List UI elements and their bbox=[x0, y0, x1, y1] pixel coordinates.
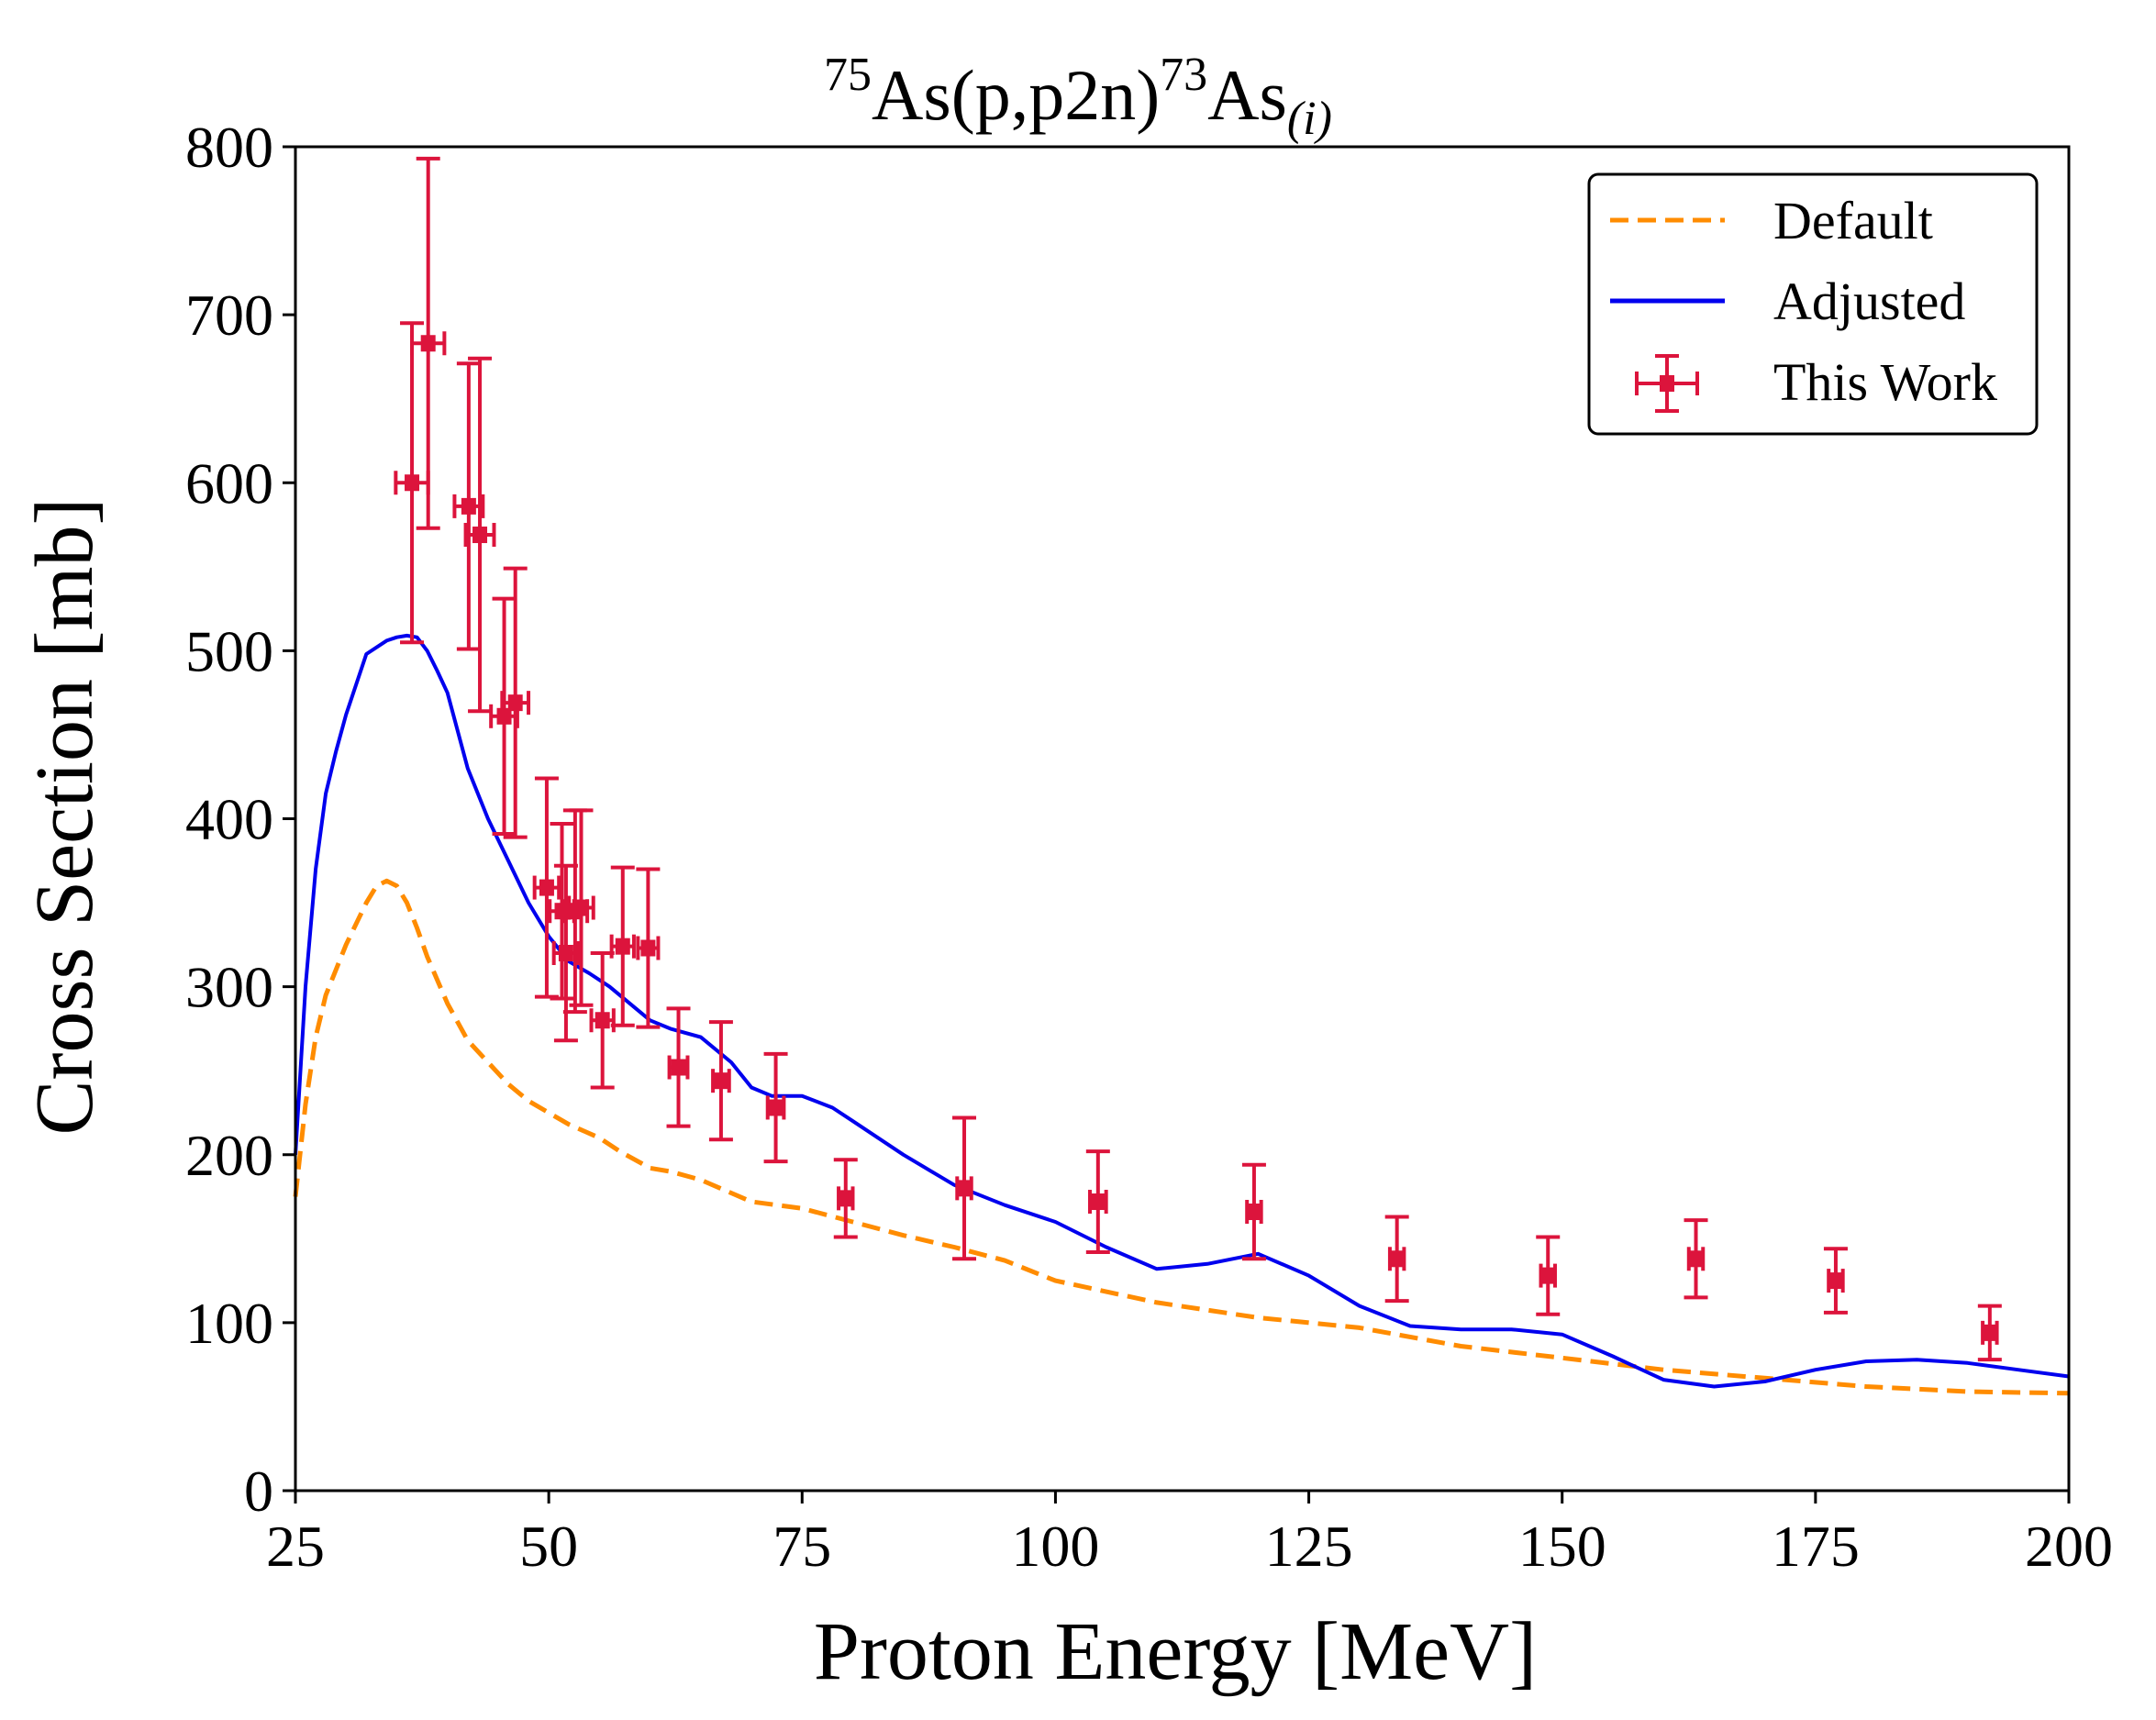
data-point-marker bbox=[671, 1059, 686, 1076]
default-curve-layer bbox=[293, 878, 2070, 1396]
experiment-point bbox=[500, 566, 531, 839]
legend: Default Adjusted This Work bbox=[1587, 172, 2039, 436]
experiment-point bbox=[666, 1006, 691, 1128]
legend-adjusted-label: Adjusted bbox=[1773, 272, 1965, 331]
experiment-point bbox=[1977, 1304, 2002, 1362]
title-mass-number-superscript: 75 bbox=[824, 49, 872, 101]
chart-title: 75As(p,p2n)73As(i) bbox=[824, 49, 1332, 145]
experiment-point bbox=[609, 865, 636, 1027]
x-tick-label: 100 bbox=[1011, 1514, 1099, 1579]
experiment-point bbox=[394, 321, 430, 645]
data-point-marker bbox=[1982, 1324, 1997, 1341]
x-tick-label: 50 bbox=[519, 1514, 578, 1579]
data-point-marker bbox=[1246, 1204, 1261, 1221]
experiment-point bbox=[1536, 1235, 1561, 1316]
y-tick-label: 0 bbox=[244, 1459, 273, 1524]
data-point-marker bbox=[1660, 375, 1674, 392]
data-point-marker bbox=[768, 1099, 783, 1116]
default-curve bbox=[293, 878, 2070, 1396]
experiment-point bbox=[636, 867, 661, 1029]
data-point-marker bbox=[573, 899, 589, 916]
data-point-marker bbox=[838, 1190, 853, 1207]
y-tick-label: 600 bbox=[185, 450, 273, 516]
y-tick-label: 500 bbox=[185, 618, 273, 683]
experiment-point bbox=[708, 1020, 733, 1142]
y-tick-label: 100 bbox=[185, 1291, 273, 1356]
x-tick-label: 150 bbox=[1518, 1514, 1606, 1579]
experiment-point bbox=[1823, 1247, 1848, 1315]
legend-box bbox=[1587, 172, 2039, 436]
experiment-point bbox=[567, 808, 595, 1007]
data-point-marker bbox=[1389, 1250, 1405, 1268]
x-tick-label: 125 bbox=[1265, 1514, 1353, 1579]
x-axis-ticks: 25 50 75 100 125 150 175 200 bbox=[266, 1491, 2113, 1579]
data-point-marker bbox=[595, 1012, 610, 1029]
experiment-point bbox=[1384, 1215, 1409, 1304]
title-product-mass-superscript: 73 bbox=[1160, 49, 1207, 101]
experiment-point bbox=[763, 1051, 788, 1164]
y-axis-label: Cross Section [mb] bbox=[19, 498, 110, 1136]
experiment-points-layer bbox=[394, 156, 2002, 1362]
title-product: As bbox=[1207, 55, 1287, 135]
experiment-point bbox=[410, 156, 447, 530]
experiment-point bbox=[1085, 1149, 1110, 1254]
experiment-point bbox=[532, 776, 561, 999]
experiment-point bbox=[1241, 1162, 1266, 1261]
legend-default-label: Default bbox=[1773, 191, 1933, 250]
data-point-marker bbox=[1090, 1193, 1106, 1211]
data-point-marker bbox=[615, 938, 630, 955]
data-point-marker bbox=[640, 939, 656, 957]
x-tick-label: 75 bbox=[772, 1514, 831, 1579]
y-tick-label: 800 bbox=[185, 115, 273, 180]
data-point-marker bbox=[558, 945, 573, 961]
experiment-point bbox=[589, 951, 616, 1090]
y-tick-label: 300 bbox=[185, 955, 273, 1020]
adjusted-curve bbox=[294, 633, 2070, 1389]
data-point-marker bbox=[507, 694, 523, 712]
data-point-marker bbox=[461, 497, 476, 515]
data-point-marker bbox=[957, 1180, 972, 1197]
experiment-point bbox=[489, 596, 519, 836]
data-point-marker bbox=[1540, 1267, 1556, 1284]
experiment-point bbox=[1684, 1218, 1708, 1300]
x-tick-label: 175 bbox=[1772, 1514, 1860, 1579]
experiment-point bbox=[952, 1115, 977, 1261]
y-tick-label: 700 bbox=[185, 283, 273, 348]
data-point-marker bbox=[1688, 1250, 1704, 1268]
data-point-marker bbox=[472, 527, 488, 544]
legend-experiment-swatch bbox=[1635, 354, 1699, 413]
data-point-marker bbox=[539, 879, 554, 896]
plot-area bbox=[293, 156, 2070, 1396]
x-tick-label: 25 bbox=[266, 1514, 325, 1579]
legend-experiment-label: This Work bbox=[1773, 352, 1997, 412]
experiment-point bbox=[833, 1158, 858, 1239]
experiment-point bbox=[463, 356, 496, 714]
data-point-marker bbox=[420, 335, 436, 352]
adjusted-curve-layer bbox=[294, 633, 2070, 1389]
data-point-marker bbox=[713, 1072, 728, 1090]
y-tick-label: 400 bbox=[185, 787, 273, 852]
x-tick-label: 200 bbox=[2025, 1514, 2113, 1579]
y-axis-ticks: 0 100 200 300 400 500 600 700 800 bbox=[185, 115, 295, 1524]
title-reaction: As(p,p2n) bbox=[872, 55, 1160, 135]
data-point-marker bbox=[405, 474, 420, 492]
y-tick-label: 200 bbox=[185, 1123, 273, 1188]
title-subscript: (i) bbox=[1287, 93, 1332, 145]
x-axis-label: Proton Energy [MeV] bbox=[814, 1606, 1537, 1697]
data-point-marker bbox=[1828, 1272, 1843, 1290]
